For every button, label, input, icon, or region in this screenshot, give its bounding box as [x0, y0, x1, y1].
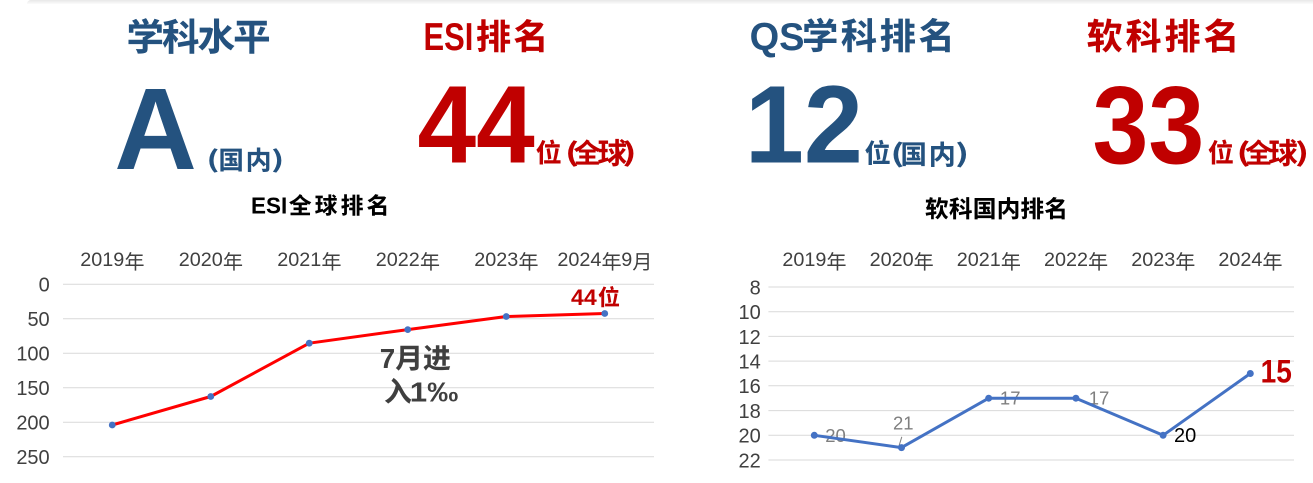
svg-text:150: 150 — [16, 378, 49, 400]
svg-text:2023: 2023 — [474, 249, 518, 271]
svg-text:9: 9 — [621, 249, 632, 271]
svg-text:2020: 2020 — [179, 249, 223, 271]
svg-text:2022: 2022 — [376, 249, 420, 271]
svg-text:8: 8 — [750, 277, 761, 299]
svg-text:17: 17 — [1089, 388, 1110, 409]
svg-text:2019: 2019 — [80, 249, 124, 271]
svg-text:2019: 2019 — [782, 249, 826, 271]
svg-text:2024: 2024 — [557, 249, 601, 271]
svg-text:QS: QS — [750, 16, 805, 59]
svg-text:200: 200 — [16, 413, 49, 435]
svg-text:14: 14 — [739, 352, 761, 374]
svg-text:20: 20 — [1174, 425, 1196, 447]
svg-text:ESI: ESI — [424, 16, 474, 59]
svg-text:44: 44 — [571, 285, 597, 310]
svg-text:20: 20 — [825, 425, 846, 446]
svg-text:33: 33 — [1093, 65, 1205, 188]
svg-text:16: 16 — [739, 376, 761, 398]
svg-text:7: 7 — [380, 343, 395, 374]
svg-text:10: 10 — [739, 302, 761, 324]
svg-text:250: 250 — [16, 447, 49, 469]
svg-text:21: 21 — [893, 413, 914, 434]
svg-text:2021: 2021 — [957, 249, 1001, 271]
svg-text:2023: 2023 — [1131, 249, 1175, 271]
svg-text:2024: 2024 — [1218, 249, 1262, 271]
svg-text:2022: 2022 — [1044, 249, 1088, 271]
svg-text:A: A — [114, 64, 197, 194]
svg-text:2021: 2021 — [277, 249, 321, 271]
svg-text:1‰: 1‰ — [410, 376, 459, 407]
svg-text:22: 22 — [739, 450, 761, 472]
svg-text:100: 100 — [16, 344, 49, 366]
svg-text:12: 12 — [745, 64, 863, 187]
svg-text:50: 50 — [27, 309, 49, 331]
svg-text:18: 18 — [739, 401, 761, 423]
svg-text:20: 20 — [739, 426, 761, 448]
svg-text:15: 15 — [1261, 354, 1292, 390]
svg-text:12: 12 — [739, 327, 761, 349]
svg-text:ESI: ESI — [251, 193, 287, 219]
svg-text:0: 0 — [39, 275, 50, 297]
svg-text:44: 44 — [418, 64, 535, 187]
svg-text:2020: 2020 — [870, 249, 914, 271]
